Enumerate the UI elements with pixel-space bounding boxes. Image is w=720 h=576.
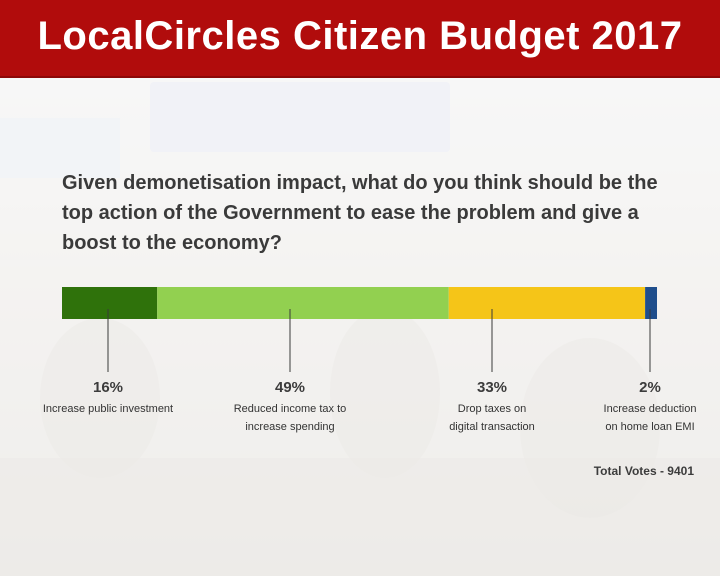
header-banner: LocalCircles Citizen Budget 2017 xyxy=(0,0,720,78)
category-label: on home loan EMI xyxy=(605,421,694,433)
photo-overlay xyxy=(0,78,720,576)
page-title: LocalCircles Citizen Budget 2017 xyxy=(37,14,683,58)
total-votes: Total Votes - 9401 xyxy=(593,464,694,478)
data-label-percent: 49% xyxy=(275,379,305,396)
category-label: Increase deduction xyxy=(604,403,697,415)
bar-segment xyxy=(448,287,646,319)
category-label: digital transaction xyxy=(449,421,535,433)
data-label-percent: 33% xyxy=(477,379,507,396)
poll-question: Given demonetisation impact, what do you… xyxy=(62,172,658,254)
category-label: Drop taxes on xyxy=(458,403,526,415)
bar-segment xyxy=(62,287,158,319)
category-label: Reduced income tax to xyxy=(234,403,347,415)
bar-segment xyxy=(645,287,657,319)
data-label-percent: 16% xyxy=(93,379,123,396)
bar-segment xyxy=(157,287,449,319)
data-label-percent: 2% xyxy=(639,379,661,396)
category-label: increase spending xyxy=(245,421,334,433)
category-label: Increase public investment xyxy=(43,403,173,415)
